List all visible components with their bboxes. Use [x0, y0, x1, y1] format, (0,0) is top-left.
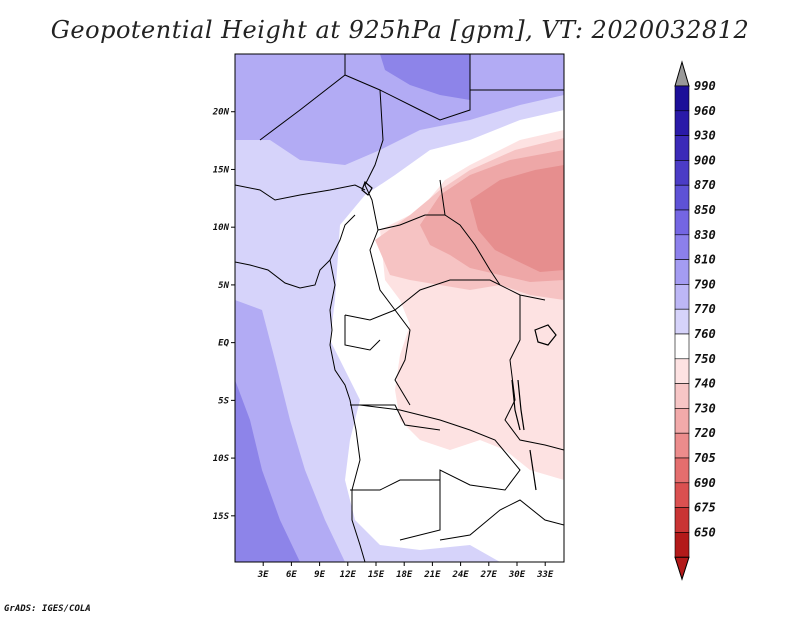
border-libya-chad: [344, 54, 471, 121]
colorbar-label: 810: [694, 253, 716, 267]
colorbar-swatch: [674, 308, 690, 335]
colorbar: 990 960 930 900 870 850 830 810 790 770 760 750 740 7…: [674, 60, 716, 581]
border-car: [377, 214, 546, 311]
lon-tick-label: 3E: [257, 570, 269, 580]
colorbar-label: 675: [694, 501, 716, 515]
colorbar-label: 690: [694, 476, 716, 490]
lat-tick-label: EQ: [218, 339, 229, 349]
colorbar-swatch: [674, 482, 690, 508]
colorbar-swatch: [674, 383, 690, 409]
lon-tick-label: 27E: [480, 570, 498, 580]
colorbar-label: 790: [694, 277, 716, 291]
colorbar-label: 990: [694, 79, 716, 93]
colorbar-swatch: [674, 532, 690, 558]
country-borders: [235, 54, 564, 562]
lat-tick-label: 20N: [212, 108, 230, 118]
colorbar-bottom-arrow: [674, 556, 690, 581]
lon-tick-label: 15E: [368, 570, 385, 580]
colorbar-label: 740: [694, 377, 716, 391]
map-title: Geopotential Height at 925hPa [gpm], VT:…: [50, 16, 750, 44]
colorbar-label: 830: [694, 228, 716, 242]
colorbar-swatch: [674, 160, 690, 186]
colorbar-swatch: [674, 234, 690, 260]
border-drc-south: [359, 404, 521, 541]
colorbar-label: 750: [694, 352, 716, 366]
lon-tick-label: 30E: [508, 570, 526, 580]
border-southern: [439, 499, 564, 541]
colorbar-swatch: [674, 110, 690, 136]
border-east-africa: [504, 295, 564, 451]
lake-tanganyika: [511, 379, 525, 431]
border-cameroon-congo: [329, 214, 381, 351]
latitude-axis: 20N 15N 10N 5N EQ 5S 10S 15S: [212, 108, 235, 522]
colorbar-label: 850: [694, 203, 716, 217]
lon-tick-label: 18E: [396, 570, 413, 580]
colorbar-label: 760: [694, 327, 716, 341]
colorbar-swatch: [674, 85, 690, 112]
lon-tick-label: 33E: [536, 570, 554, 580]
colorbar-label: 730: [694, 401, 716, 415]
lat-tick-label: 10N: [213, 223, 230, 233]
lon-tick-label: 24E: [451, 570, 469, 580]
colorbar-swatch: [674, 358, 690, 384]
lake-chad: [361, 180, 373, 196]
field-dark-blue-north: [380, 54, 470, 100]
lake-victoria: [534, 324, 557, 346]
lake-malawi: [529, 449, 537, 491]
border-sahara: [259, 54, 346, 141]
colorbar-label: 650: [694, 525, 716, 539]
border-niger-chad: [364, 89, 396, 311]
lat-tick-label: 15N: [213, 165, 230, 175]
height-field: [235, 54, 564, 562]
colorbar-swatch: [674, 507, 690, 533]
lon-tick-label: 9E: [314, 570, 325, 580]
field-mid-blue-north: [235, 54, 564, 165]
colorbar-swatch: [674, 408, 690, 434]
colorbar-label: 930: [694, 129, 716, 143]
colorbar-top-arrow: [674, 60, 690, 87]
lon-tick-label: 12E: [340, 570, 357, 580]
colorbar-swatch: [674, 135, 690, 161]
border-drc-north: [344, 309, 411, 406]
lat-tick-label: 5S: [218, 396, 229, 406]
coastline-west-africa: [235, 258, 366, 562]
lat-tick-label: 5N: [218, 281, 229, 291]
colorbar-swatch: [674, 457, 690, 484]
field-dark-pink: [470, 165, 564, 272]
colorbar-swatch: [674, 209, 690, 236]
map-frame: [234, 53, 565, 563]
colorbar-label: 770: [694, 302, 716, 316]
longitude-axis: 3E 6E 9E 12E 15E 18E 21E 24E 27E 30E 33E: [257, 562, 554, 580]
colorbar-swatch: [674, 284, 690, 310]
lon-tick-label: 21E: [423, 570, 441, 580]
colorbar-swatch: [674, 333, 690, 360]
colorbar-swatch: [674, 184, 690, 211]
lat-tick-label: 15S: [213, 512, 230, 522]
colorbar-label: 870: [694, 178, 716, 192]
colorbar-label: 900: [694, 153, 716, 167]
colorbar-label: 960: [694, 104, 716, 118]
field-dark-blue-southwest: [235, 380, 300, 562]
colorbar-swatch: [674, 432, 690, 459]
grads-credit: GrADS: IGES/COLA: [4, 604, 91, 614]
border-angola: [350, 404, 441, 491]
colorbar-swatch: [674, 259, 690, 285]
border-nigeria: [235, 184, 366, 201]
colorbar-label: 705: [694, 451, 716, 465]
lon-tick-label: 6E: [286, 570, 297, 580]
border-chad-sudan: [439, 179, 501, 286]
colorbar-label: 720: [694, 426, 716, 440]
lat-tick-label: 10S: [213, 454, 230, 464]
lakes: [361, 180, 557, 491]
